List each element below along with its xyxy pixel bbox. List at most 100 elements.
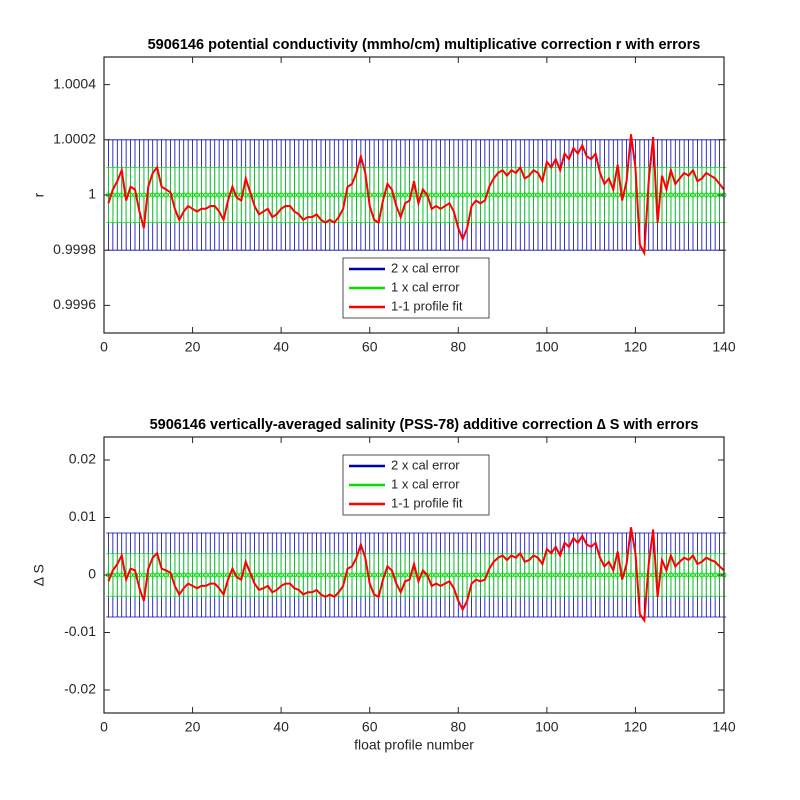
error-bar — [460, 553, 465, 597]
error-bar — [270, 167, 275, 223]
error-bar — [566, 167, 572, 223]
error-bar — [500, 167, 505, 223]
error-bar — [531, 167, 536, 223]
error-bar — [478, 167, 483, 223]
error-bar — [177, 167, 182, 223]
y-tick-label: 0.9998 — [53, 241, 96, 257]
error-bar — [172, 553, 178, 597]
y-tick-label: 0 — [88, 566, 96, 582]
error-bar — [416, 167, 421, 223]
y-tick-label: -0.02 — [64, 681, 96, 697]
error-bar — [150, 167, 155, 223]
error-bar — [115, 553, 120, 597]
y-tick-label: 0.02 — [69, 451, 96, 467]
x-tick-label: 0 — [100, 719, 108, 735]
error-bar — [438, 553, 443, 597]
legend: 2 x cal error 1 x cal error 1-1 profile fi… — [342, 454, 490, 516]
error-bar — [407, 553, 412, 597]
error-bar — [336, 167, 341, 223]
error-bar — [469, 553, 474, 597]
error-bar — [673, 553, 678, 597]
error-bar — [411, 167, 417, 223]
x-tick-label: 80 — [450, 719, 466, 735]
error-bar — [132, 167, 138, 223]
error-bar — [562, 167, 567, 223]
error-bar — [159, 167, 164, 223]
error-bar — [482, 553, 488, 597]
error-bar — [398, 553, 403, 597]
error-bar — [349, 553, 355, 597]
error-bar — [420, 553, 426, 597]
y-tick-label: 1.0002 — [53, 131, 96, 147]
y-tick-label: 0.01 — [69, 508, 96, 524]
error-bar — [230, 167, 235, 223]
y-tick-label: -0.01 — [64, 623, 96, 639]
error-bar — [225, 553, 231, 597]
error-bar — [588, 167, 594, 223]
error-bar — [690, 167, 696, 223]
legend-label: 1-1 profile fit — [391, 495, 463, 510]
y-tick-label: 1.0004 — [53, 75, 96, 91]
y-axis-label: r — [31, 192, 47, 197]
legend-label: 1 x cal error — [391, 476, 460, 491]
error-bar — [402, 167, 408, 223]
error-bar — [602, 167, 607, 223]
x-tick-label: 100 — [535, 719, 559, 735]
error-bar — [433, 167, 439, 223]
error-bar — [478, 553, 483, 597]
x-tick-label: 40 — [273, 339, 289, 355]
error-bar — [208, 167, 213, 223]
error-bar — [394, 553, 399, 597]
error-bar — [575, 553, 581, 597]
error-bar — [252, 167, 257, 223]
error-bar — [221, 167, 226, 223]
error-bar — [473, 167, 479, 223]
error-bar — [513, 167, 519, 223]
error-bar — [230, 553, 235, 597]
error-bar — [309, 167, 315, 223]
error-bar — [695, 553, 700, 597]
error-bar — [562, 553, 567, 597]
y-tick-label: 0.9996 — [53, 296, 96, 312]
error-bar — [190, 553, 195, 597]
error-bar — [309, 553, 315, 597]
error-bar — [283, 167, 288, 223]
error-bar — [208, 553, 213, 597]
error-bar — [593, 167, 598, 223]
x-tick-label: 100 — [535, 339, 559, 355]
error-bar — [473, 553, 479, 597]
error-bar — [265, 167, 271, 223]
error-series — [105, 167, 727, 223]
error-bar — [442, 553, 448, 597]
error-bar — [416, 553, 421, 597]
error-bar — [110, 167, 116, 223]
error-bar — [690, 553, 696, 597]
error-bar — [159, 553, 164, 597]
error-bar — [500, 553, 505, 597]
error-bar — [261, 167, 266, 223]
error-bar — [580, 553, 585, 597]
error-bar — [115, 167, 120, 223]
error-bar — [358, 553, 364, 597]
error-bar — [172, 167, 178, 223]
error-bar — [628, 167, 634, 223]
x-tick-label: 120 — [624, 339, 648, 355]
chart-title: 5906146 potential conductivity (mmho/cm)… — [148, 37, 701, 53]
error-bar — [305, 553, 310, 597]
error-bar — [402, 553, 408, 597]
error-bar — [239, 553, 244, 597]
error-bar — [695, 167, 700, 223]
legend-label: 1 x cal error — [391, 279, 460, 294]
error-bar — [593, 553, 598, 597]
error-bar — [287, 553, 293, 597]
error-bar — [442, 167, 448, 223]
error-bar — [203, 167, 209, 223]
error-bar — [602, 553, 607, 597]
error-bar — [367, 553, 372, 597]
error-bar — [358, 167, 364, 223]
error-bar — [704, 167, 709, 223]
error-bar — [234, 167, 240, 223]
error-bar — [163, 553, 169, 597]
